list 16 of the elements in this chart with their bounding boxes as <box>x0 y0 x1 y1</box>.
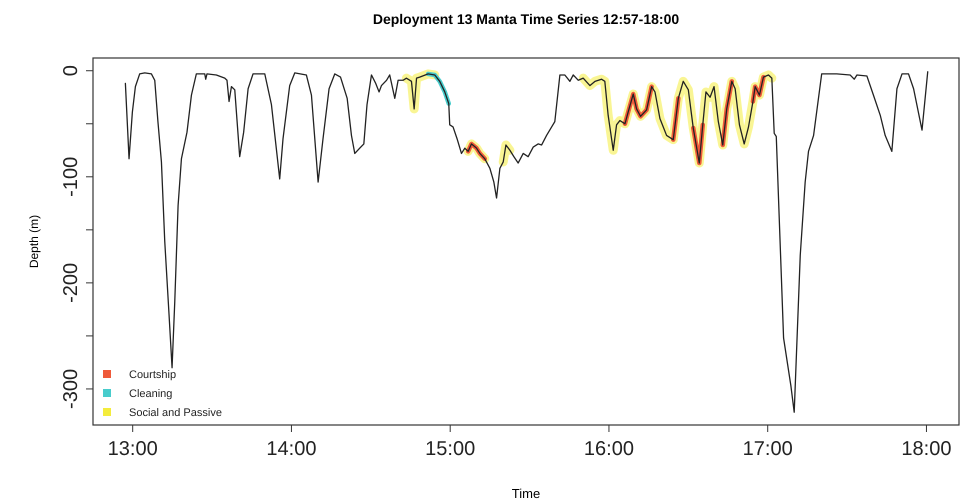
x-tick-label: 18:00 <box>901 438 952 460</box>
y-tick-label: 0 <box>60 65 82 76</box>
legend-label: Courtship <box>129 369 176 381</box>
legend-label: Cleaning <box>129 388 172 400</box>
legend-label: Social and Passive <box>129 407 222 419</box>
x-tick-label: 15:00 <box>425 438 476 460</box>
y-axis-title: Depth (m) <box>27 214 41 268</box>
x-axis-title: Time <box>512 486 540 501</box>
x-tick-label: 14:00 <box>266 438 316 460</box>
x-tick-label: 13:00 <box>108 438 158 460</box>
chart-title: Deployment 13 Manta Time Series 12:57-18:00 <box>372 11 680 27</box>
y-tick-label: -300 <box>60 368 82 409</box>
y-tick-label: -100 <box>60 156 82 197</box>
x-tick-label: 17:00 <box>742 438 793 460</box>
y-tick-label: -200 <box>60 262 82 303</box>
x-tick-label: 16:00 <box>584 438 634 460</box>
